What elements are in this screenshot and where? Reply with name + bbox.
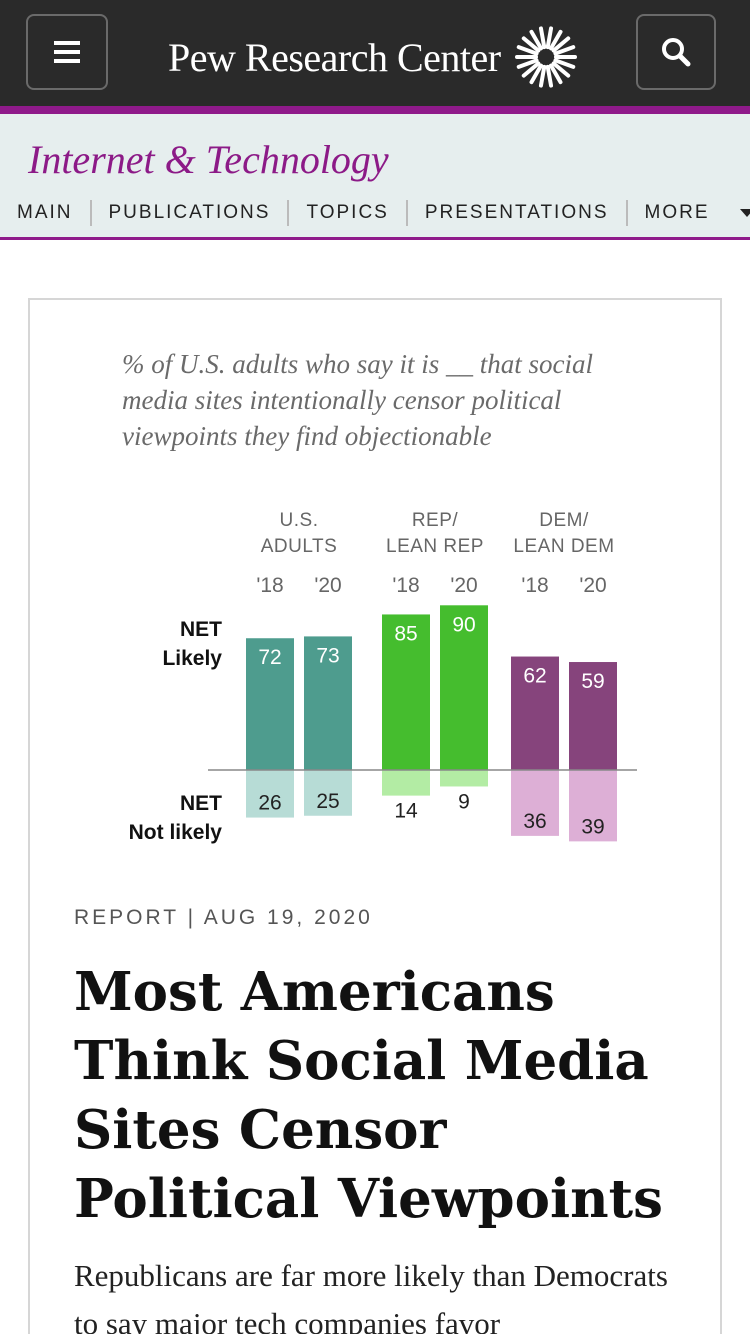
bar-likely-value: 73	[316, 644, 339, 667]
year-tick-label: '18	[256, 574, 283, 597]
nav-divider	[287, 200, 290, 226]
chevron-down-icon	[739, 209, 750, 217]
nav-divider	[89, 200, 92, 226]
top-bar: Pew Research Center	[0, 0, 750, 106]
brand-link[interactable]: Pew Research Center	[168, 26, 577, 88]
nav-item-more[interactable]: MORE	[628, 200, 750, 226]
bar-likely-value: 72	[258, 646, 281, 669]
bar-likely	[304, 636, 352, 770]
bar-not-likely-value: 25	[316, 790, 339, 813]
bar-likely-value: 90	[452, 613, 475, 636]
bar-not-likely-value: 36	[523, 810, 546, 833]
nav-more-label: MORE	[644, 202, 710, 223]
topbar-accent-stripe	[0, 106, 750, 114]
brand-name: Pew Research Center	[168, 34, 501, 80]
article-dek: Republicans are far more likely than Dem…	[74, 1258, 668, 1334]
bar-not-likely	[440, 770, 488, 787]
hamburger-menu-icon	[54, 41, 80, 63]
bar-not-likely-value: 9	[458, 790, 470, 813]
group-label: LEAN DEM	[513, 536, 614, 557]
year-tick-label: '18	[392, 574, 419, 597]
bar-not-likely	[304, 770, 352, 816]
group-label: ADULTS	[261, 536, 338, 557]
nav-item-presentations[interactable]: PRESENTATIONS	[424, 202, 609, 223]
section-nav-row: MAIN PUBLICATIONS TOPICS PRESENTATIONS M…	[0, 198, 750, 228]
nav-divider	[405, 200, 408, 226]
group-label: DEM/	[539, 510, 589, 531]
bar-likely	[569, 662, 617, 770]
chart: NET Likely NET Not likely U.S. ADULTS '18 72 26 '…	[129, 510, 637, 844]
group-label: U.S.	[280, 510, 319, 531]
bar-likely-value: 62	[523, 665, 546, 688]
year-tick-label: '20	[450, 574, 477, 597]
section-title[interactable]: Internet & Technology	[28, 137, 389, 182]
row-label-likely: Likely	[162, 647, 222, 670]
year-tick-label: '18	[521, 574, 548, 597]
group-label: REP/	[412, 510, 459, 531]
bar-not-likely-value: 39	[581, 815, 604, 838]
nav-item-topics[interactable]: TOPICS	[306, 202, 389, 223]
bar-not-likely	[569, 770, 617, 842]
year-tick-label: '20	[314, 574, 341, 597]
sunburst-logo-icon	[514, 26, 577, 88]
section-nav: Internet & Technology MAIN PUBLICATIONS …	[0, 114, 750, 240]
bar-not-likely	[511, 770, 559, 836]
bar-likely	[246, 638, 294, 770]
bar-likely-value: 59	[581, 670, 604, 693]
nav-divider	[625, 200, 628, 226]
chart-subtitle: % of U.S. adults who say it is __ that s…	[122, 349, 594, 451]
article-headline[interactable]: Most Americans Think Social Media Sites …	[74, 961, 663, 1230]
row-label-not-likely: Not likely	[129, 821, 223, 844]
bar-not-likely	[246, 770, 294, 818]
nav-item-publications[interactable]: PUBLICATIONS	[108, 202, 271, 223]
bar-likely	[440, 605, 488, 770]
bar-not-likely-value: 14	[394, 800, 418, 823]
row-label-likely: NET	[180, 618, 222, 641]
bar-likely	[382, 614, 430, 770]
search-icon	[662, 38, 691, 67]
group-label: LEAN REP	[386, 536, 484, 557]
row-label-not-likely: NET	[180, 792, 222, 815]
search-button[interactable]	[636, 14, 716, 90]
article-card[interactable]: % of U.S. adults who say it is __ that s…	[28, 298, 722, 1334]
menu-button[interactable]	[26, 14, 108, 90]
bar-likely-value: 85	[394, 622, 417, 645]
bar-likely	[511, 656, 559, 770]
nav-item-main[interactable]: MAIN	[17, 202, 73, 223]
article-meta: REPORT | AUG 19, 2020	[74, 906, 373, 929]
year-tick-label: '20	[579, 574, 606, 597]
bar-not-likely	[382, 770, 430, 796]
bar-not-likely-value: 26	[258, 792, 281, 815]
